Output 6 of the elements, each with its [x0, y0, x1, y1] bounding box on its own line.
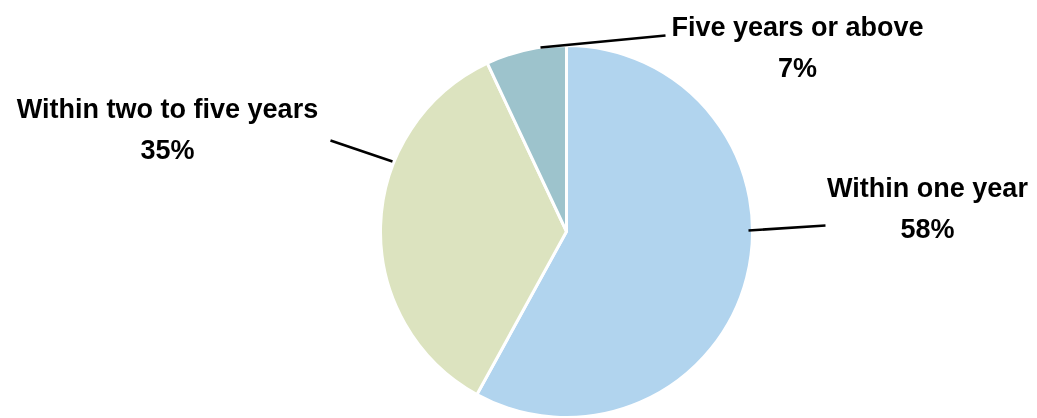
slice-label: Within one year: [827, 172, 1029, 203]
data-label: 58%: [900, 213, 955, 244]
slice-label: Within two to five years: [16, 93, 319, 124]
data-label: 7%: [777, 52, 818, 83]
data-label: 35%: [140, 134, 195, 165]
slice-label: Five years or above: [671, 11, 924, 42]
